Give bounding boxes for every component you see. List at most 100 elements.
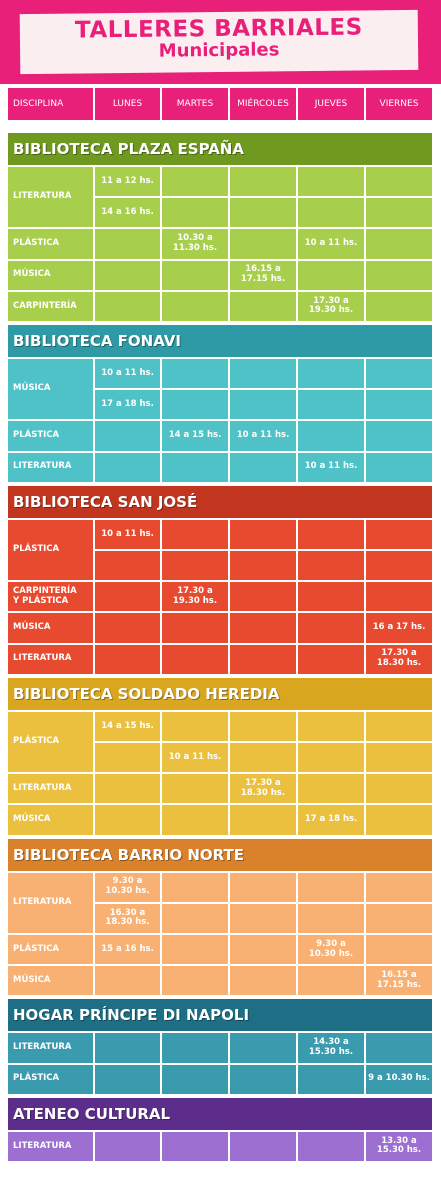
time-cell [366, 935, 432, 965]
section-title: BIBLIOTECA BARRIO NORTE [8, 838, 432, 871]
time-cell [162, 1131, 228, 1161]
time-cell [366, 390, 432, 420]
time-cell: 16.15 a 17.15 hs. [230, 260, 296, 290]
time-cell [230, 1064, 296, 1094]
time-cell [230, 935, 296, 965]
time-cell [95, 421, 160, 451]
time-cell [298, 1064, 364, 1094]
time-cell [162, 390, 228, 420]
title-box: TALLERES BARRIALES Municipales [19, 9, 419, 75]
time-cell [230, 743, 296, 773]
time-cell [162, 291, 228, 321]
discipline: PLÁSTICA [8, 1064, 93, 1094]
time-cell [366, 167, 432, 197]
time-cell [230, 229, 296, 259]
time-cell [95, 774, 160, 804]
time-cell: 10 a 11 hs. [230, 421, 296, 451]
time-cell [366, 805, 432, 835]
time-cell [162, 260, 228, 290]
time-cell [162, 1064, 228, 1094]
discipline: MÚSICA [8, 260, 93, 290]
time-cell [95, 260, 160, 290]
discipline: CARPINTERÍA Y PLÁSTICA [8, 582, 93, 612]
discipline: LITERATURA [8, 1033, 93, 1063]
discipline: LITERATURA [8, 452, 93, 482]
time-cell [298, 551, 364, 581]
discipline: PLÁSTICA [8, 711, 93, 773]
time-cell: 15 a 16 hs. [95, 935, 160, 965]
time-cell: 10.30 a 11.30 hs. [162, 229, 228, 259]
time-cell: 14 a 15 hs. [95, 711, 160, 741]
time-cell [230, 805, 296, 835]
discipline: LITERATURA [8, 872, 93, 933]
time-cell [95, 582, 160, 612]
time-cell [162, 966, 228, 996]
time-cell: 17.30 a 19.30 hs. [162, 582, 228, 612]
time-cell [230, 582, 296, 612]
time-cell [162, 774, 228, 804]
discipline: MÚSICA [8, 805, 93, 835]
time-cell [298, 582, 364, 612]
time-cell [230, 711, 296, 741]
time-cell [298, 519, 364, 549]
time-cell: 11 a 12 hs. [95, 167, 160, 197]
time-cell [230, 519, 296, 549]
time-cell [95, 1033, 160, 1063]
discipline: PLÁSTICA [8, 935, 93, 965]
time-cell [366, 519, 432, 549]
time-cell [162, 613, 228, 643]
time-cell [95, 966, 160, 996]
time-cell: 14 a 15 hs. [162, 421, 228, 451]
time-cell [366, 743, 432, 773]
section-title: BIBLIOTECA SAN JOSÉ [8, 485, 432, 518]
time-cell [366, 260, 432, 290]
time-cell: 14.30 a 15.30 hs. [298, 1033, 364, 1063]
time-cell [230, 1033, 296, 1063]
time-cell [230, 359, 296, 389]
time-cell [162, 452, 228, 482]
column-header: VIERNES [366, 88, 432, 120]
time-cell [162, 551, 228, 581]
time-cell [230, 644, 296, 674]
discipline: MÚSICA [8, 966, 93, 996]
time-cell [230, 966, 296, 996]
time-cell [162, 519, 228, 549]
time-cell [230, 551, 296, 581]
time-cell [162, 1033, 228, 1063]
time-cell [366, 903, 432, 933]
discipline: LITERATURA [8, 774, 93, 804]
discipline: LITERATURA [8, 167, 93, 228]
time-cell: 14 a 16 hs. [95, 198, 160, 228]
discipline: PLÁSTICA [8, 229, 93, 259]
time-cell: 17.30 a 18.30 hs. [366, 644, 432, 674]
time-cell [230, 390, 296, 420]
time-cell [95, 743, 160, 773]
time-cell [298, 1131, 364, 1161]
time-cell: 17 a 18 hs. [298, 805, 364, 835]
time-cell: 16.15 a 17.15 hs. [366, 966, 432, 996]
discipline: PLÁSTICA [8, 421, 93, 451]
time-cell [298, 198, 364, 228]
time-cell: 10 a 11 hs. [95, 519, 160, 549]
time-cell [366, 551, 432, 581]
column-header: LUNES [95, 88, 160, 120]
time-cell [162, 935, 228, 965]
time-cell [298, 359, 364, 389]
time-cell [162, 805, 228, 835]
time-cell [366, 582, 432, 612]
time-cell: 16.30 a 18.30 hs. [95, 903, 160, 933]
discipline: MÚSICA [8, 613, 93, 643]
time-cell [230, 291, 296, 321]
discipline: MÚSICA [8, 359, 93, 420]
section-title: BIBLIOTECA FONAVI [8, 325, 432, 357]
time-cell [298, 743, 364, 773]
time-cell [230, 1131, 296, 1161]
discipline: CARPINTERÍA [8, 291, 93, 321]
time-cell [95, 551, 160, 581]
section-title: BIBLIOTECA SOLDADO HEREDIA [8, 677, 432, 710]
time-cell: 13.30 a 15.30 hs. [366, 1131, 432, 1161]
time-cell [230, 452, 296, 482]
time-cell [162, 903, 228, 933]
time-cell: 17 a 18 hs. [95, 390, 160, 420]
discipline: PLÁSTICA [8, 519, 93, 581]
